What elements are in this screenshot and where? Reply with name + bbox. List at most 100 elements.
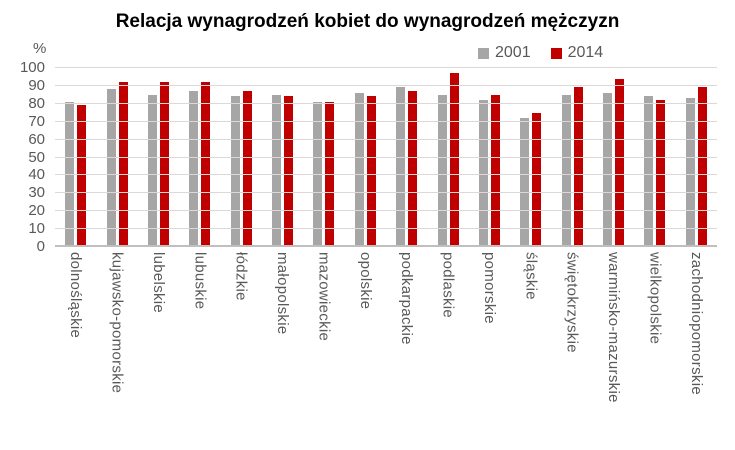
x-label-cell: śląskie	[510, 252, 551, 403]
bar-2014-opolskie	[366, 96, 376, 245]
bar-group-opolskie	[345, 68, 386, 245]
gridline	[55, 102, 717, 104]
bar-2001-podkarpackie	[396, 87, 406, 245]
x-axis-label-dolnośląskie: dolnośląskie	[67, 252, 85, 339]
x-label-cell: opolskie	[345, 252, 386, 403]
gridline	[55, 210, 717, 212]
bar-2014-pomorskie	[490, 94, 500, 245]
bar-group-łódzkie	[221, 68, 262, 245]
y-tick-label: 50	[28, 148, 45, 166]
x-axis-label-lubelskie: lubelskie	[149, 252, 167, 314]
x-axis-labels: dolnośląskie kujawsko-pomorskie lubelskie l…	[55, 252, 717, 403]
y-axis-unit-label: %	[33, 40, 47, 57]
x-label-cell: podkarpackie	[386, 252, 427, 403]
bar-2014-podkarpackie	[408, 91, 418, 245]
bar-2014-lubelskie	[159, 82, 169, 245]
x-label-cell: lubelskie	[138, 252, 179, 403]
y-tick-label: 80	[28, 94, 45, 112]
bar-group-śląskie	[510, 68, 551, 245]
bar-2001-lubuskie	[189, 91, 199, 245]
y-tick-label: 0	[36, 238, 45, 255]
gridline	[55, 228, 717, 230]
bar-group-warmińsko-mazurskie	[593, 68, 634, 245]
x-axis-label-wielkopolskie: wielkopolskie	[646, 252, 664, 345]
x-label-cell: łódzkie	[221, 252, 262, 403]
legend-label-2001: 2001	[495, 44, 531, 61]
y-tick-label: 100	[19, 59, 45, 76]
x-label-cell: wielkopolskie	[634, 252, 675, 403]
bar-2001-podlaskie	[437, 94, 447, 245]
x-axis-label-podlaskie: podlaskie	[439, 252, 457, 319]
legend-marker-2014-icon	[550, 47, 562, 59]
legend: 2001 2014	[478, 44, 603, 62]
x-label-cell: świętokrzyskie	[552, 252, 593, 403]
gridline	[55, 67, 717, 68]
chart-title: Relacja wynagrodzeń kobiet do wynagrodze…	[115, 11, 620, 32]
x-axis-label-śląskie: śląskie	[522, 252, 540, 300]
x-axis-label-pomorskie: pomorskie	[480, 252, 498, 324]
bar-2014-podlaskie	[449, 73, 459, 245]
bar-2014-wielkopolskie	[656, 100, 666, 245]
x-axis-label-świętokrzyskie: świętokrzyskie	[563, 252, 581, 353]
bar-2014-kujawsko-pomorskie	[118, 82, 128, 245]
x-axis-label-kujawsko-pomorskie: kujawsko-pomorskie	[108, 252, 126, 394]
bar-2001-pomorskie	[478, 100, 488, 245]
x-axis-label-warmińsko-mazurskie: warmińsko-mazurskie	[605, 252, 623, 403]
x-axis-label-łódzkie: łódzkie	[232, 252, 250, 301]
gridline	[55, 192, 717, 194]
y-tick-label: 60	[28, 130, 45, 148]
x-label-cell: mazowieckie	[303, 252, 344, 403]
y-tick-label: 30	[28, 184, 45, 202]
gridline	[55, 156, 717, 158]
gridline	[55, 138, 717, 140]
x-label-cell: dolnośląskie	[55, 252, 96, 403]
bar-groups	[55, 68, 717, 245]
bar-group-zachodniopomorskie	[676, 68, 717, 245]
bar-group-małopolskie	[262, 68, 303, 245]
bar-2001-dolnośląskie	[65, 101, 75, 245]
bar-2001-lubelskie	[147, 94, 157, 245]
gridline	[55, 174, 717, 176]
x-axis-label-opolskie: opolskie	[356, 252, 374, 310]
x-label-cell: zachodniopomorskie	[676, 252, 717, 403]
y-tick-label: 40	[28, 166, 45, 184]
bar-group-podlaskie	[427, 68, 468, 245]
x-label-cell: pomorskie	[469, 252, 510, 403]
y-tick-label: 20	[28, 202, 45, 220]
legend-marker-2001-icon	[478, 47, 489, 59]
bar-2014-zachodniopomorskie	[697, 87, 707, 245]
bar-2001-wielkopolskie	[644, 96, 654, 245]
y-tick-label: 90	[28, 76, 45, 94]
bar-group-mazowieckie	[303, 68, 344, 245]
x-label-cell: podlaskie	[427, 252, 468, 403]
bar-2001-opolskie	[354, 92, 364, 245]
x-axis-label-zachodniopomorskie: zachodniopomorskie	[687, 252, 705, 395]
x-label-cell: małopolskie	[262, 252, 303, 403]
bar-2001-łódzkie	[230, 96, 240, 245]
bar-2014-mazowieckie	[325, 101, 335, 245]
bar-2001-zachodniopomorskie	[685, 98, 695, 245]
bar-group-podkarpackie	[386, 68, 427, 245]
bar-group-lubuskie	[179, 68, 220, 245]
bar-group-wielkopolskie	[634, 68, 675, 245]
x-axis-label-mazowieckie: mazowieckie	[315, 252, 333, 342]
bar-2001-kujawsko-pomorskie	[106, 89, 116, 245]
legend-item-2014: 2014	[550, 44, 604, 62]
bar-2014-świętokrzyskie	[573, 87, 583, 245]
bar-2014-lubuskie	[201, 82, 211, 245]
bar-2001-mazowieckie	[313, 101, 323, 245]
x-label-cell: kujawsko-pomorskie	[96, 252, 137, 403]
x-label-cell: lubuskie	[179, 252, 220, 403]
bar-2001-warmińsko-mazurskie	[603, 92, 613, 245]
bar-group-świętokrzyskie	[552, 68, 593, 245]
plot-area	[55, 67, 717, 247]
bar-2014-małopolskie	[284, 96, 294, 245]
x-axis-label-małopolskie: małopolskie	[274, 252, 292, 335]
bar-2001-śląskie	[520, 117, 530, 245]
bar-2014-warmińsko-mazurskie	[615, 78, 625, 245]
bar-2014-łódzkie	[242, 91, 252, 245]
y-tick-label: 70	[28, 112, 45, 130]
bar-group-kujawsko-pomorskie	[96, 68, 137, 245]
legend-label-2014: 2014	[567, 44, 604, 61]
x-axis-label-podkarpackie: podkarpackie	[398, 252, 416, 345]
